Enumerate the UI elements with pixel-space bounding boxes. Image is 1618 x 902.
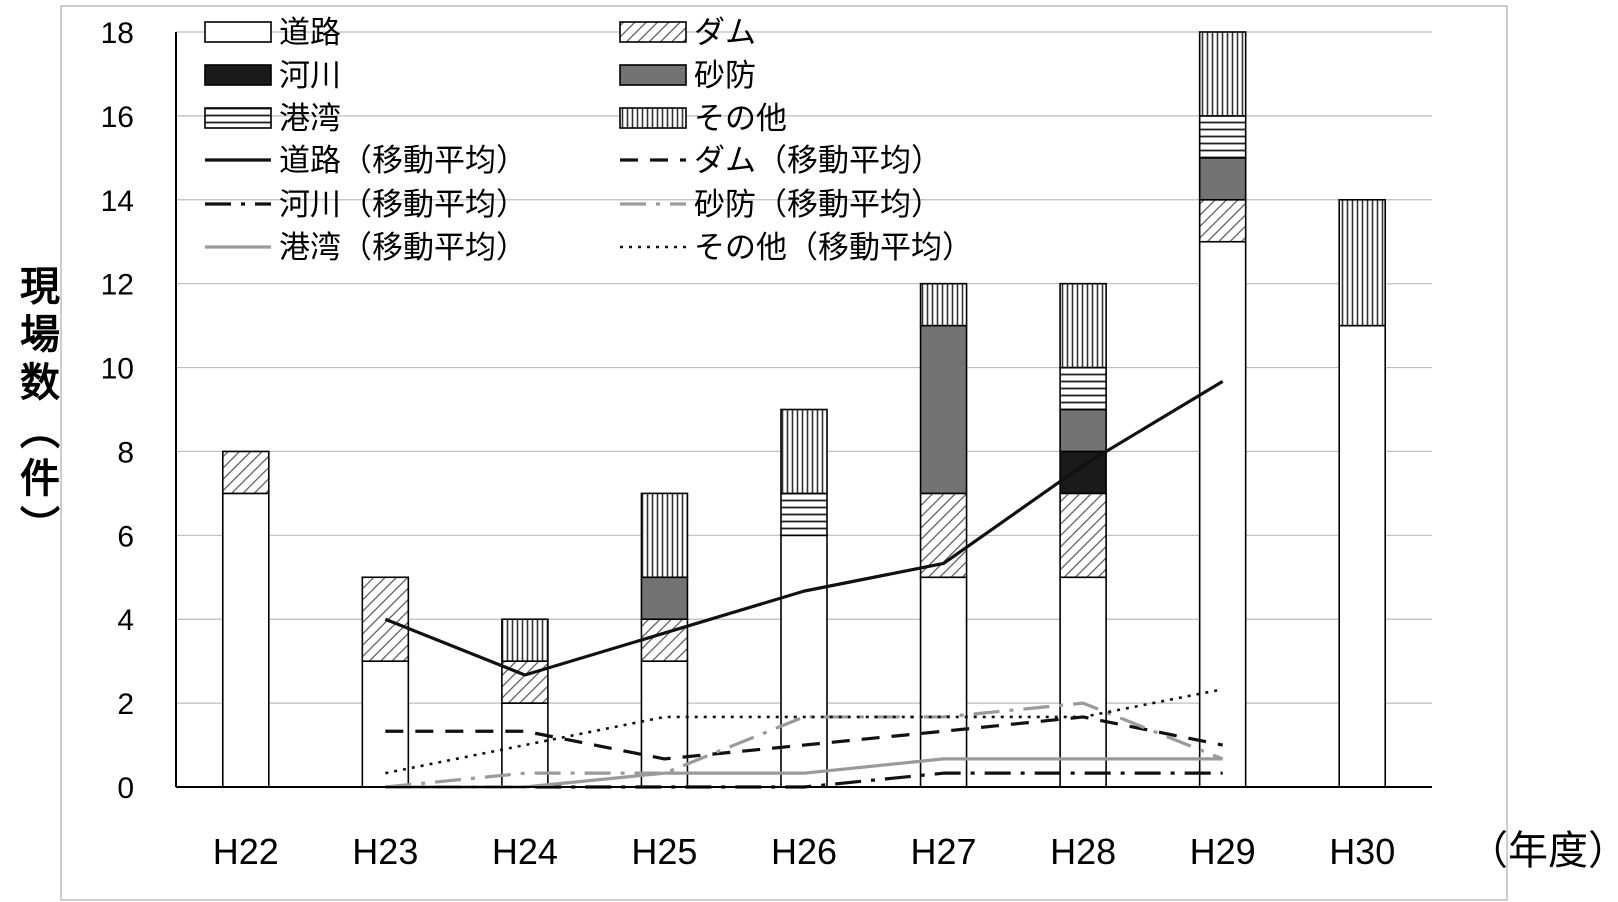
legend-label-dam_ma: ダム（移動平均） [694, 143, 942, 179]
legend-swatch-river [204, 64, 272, 86]
bar-road [1338, 324, 1387, 788]
x-tick-label: H26 [771, 831, 837, 872]
y-tick-label: 10 [101, 353, 134, 386]
bar-port [780, 492, 828, 537]
bar-other [780, 408, 828, 495]
y-tick-label: 12 [101, 269, 134, 302]
x-tick-label: H24 [492, 831, 558, 872]
legend-swatch-dam [619, 21, 687, 43]
y-tick-label: 18 [101, 17, 134, 50]
bars [221, 31, 1387, 788]
legend-label-road: 道路 [279, 15, 341, 51]
bar-sabo [640, 576, 689, 621]
bar-river [1059, 450, 1107, 495]
legend-label-other: その他 [694, 101, 787, 137]
bar-other [1198, 31, 1247, 117]
y-axis-title-char: ︵ [20, 408, 60, 454]
bar-road [361, 660, 410, 788]
legend-swatch-sabo [619, 64, 687, 86]
bar-other [501, 618, 549, 662]
bar-sabo [1059, 408, 1107, 453]
line-sabo_ma [385, 701, 1224, 789]
axis-titles: 現場数︵件︶ （年度） [20, 264, 1618, 874]
bar-dam [221, 450, 270, 495]
y-tick-label: 4 [117, 604, 134, 637]
legend-swatch-port [204, 107, 272, 129]
axes: 0 2 4 6 8 10 12 14 16 18 H22 H23 H24 H25 H26 H27 H28 H29 H… [101, 17, 1432, 872]
bar-road [919, 576, 968, 788]
legend-label-port: 港湾 [279, 101, 341, 137]
bar-dam [640, 618, 689, 662]
y-axis-title-char: 現 [20, 264, 60, 310]
x-tick-label: H28 [1050, 831, 1116, 872]
bar-other [1338, 198, 1387, 327]
y-tick-label: 16 [101, 101, 134, 134]
bar-dam [1198, 198, 1247, 243]
y-axis-title: 現場数︵件︶ [20, 264, 60, 550]
x-tick-label: H22 [213, 831, 279, 872]
bar-port [1198, 115, 1247, 159]
y-axis-title-char: 数 [20, 360, 60, 406]
legend-label-sabo: 砂防 [694, 58, 756, 94]
legend-label-river: 河川 [279, 58, 341, 94]
bar-road [1059, 576, 1107, 788]
bar-road [640, 660, 689, 788]
bar-other [640, 492, 689, 579]
x-axis-unit: （年度） [1468, 828, 1618, 874]
line-other_ma [385, 687, 1223, 775]
y-tick-label: 2 [117, 688, 134, 721]
bar-road [221, 492, 270, 788]
bar-road [1198, 240, 1247, 788]
legend-label-port_ma: 港湾（移動平均） [279, 230, 527, 266]
y-axis-title-char: ︶ [20, 504, 60, 550]
x-tick-label: H25 [631, 831, 697, 872]
y-tick-label: 8 [117, 436, 134, 469]
legend-label-river_ma: 河川（移動平均） [279, 187, 527, 223]
y-axis-title-char: 件 [20, 456, 60, 502]
legend-label-road_ma: 道路（移動平均） [279, 143, 527, 179]
y-tick-label: 14 [101, 185, 134, 218]
x-tick-label: H29 [1190, 831, 1256, 872]
bar-sabo [1198, 157, 1247, 201]
x-tick-label: H27 [911, 831, 977, 872]
bar-dam [1059, 492, 1107, 579]
y-tick-label: 0 [117, 772, 134, 805]
bar-dam [361, 576, 410, 662]
line-road_ma [384, 380, 1224, 677]
bar-road [780, 534, 828, 788]
legend-swatch-road [204, 21, 272, 43]
legend-label-sabo_ma: 砂防（移動平均） [694, 187, 942, 223]
x-tick-label: H23 [352, 831, 418, 872]
bar-sabo [919, 324, 968, 495]
legend-label-dam: ダム [694, 15, 756, 51]
legend-label-other_ma: その他（移動平均） [694, 230, 973, 266]
y-tick-label: 6 [117, 520, 134, 553]
bar-port [1059, 366, 1107, 411]
x-tick-label: H30 [1329, 831, 1395, 872]
chart-frame [60, 5, 1508, 901]
bar-other [919, 282, 968, 327]
legend-swatch-other [619, 107, 687, 129]
y-axis-title-char: 場 [20, 312, 60, 358]
bar-other [1059, 282, 1107, 369]
